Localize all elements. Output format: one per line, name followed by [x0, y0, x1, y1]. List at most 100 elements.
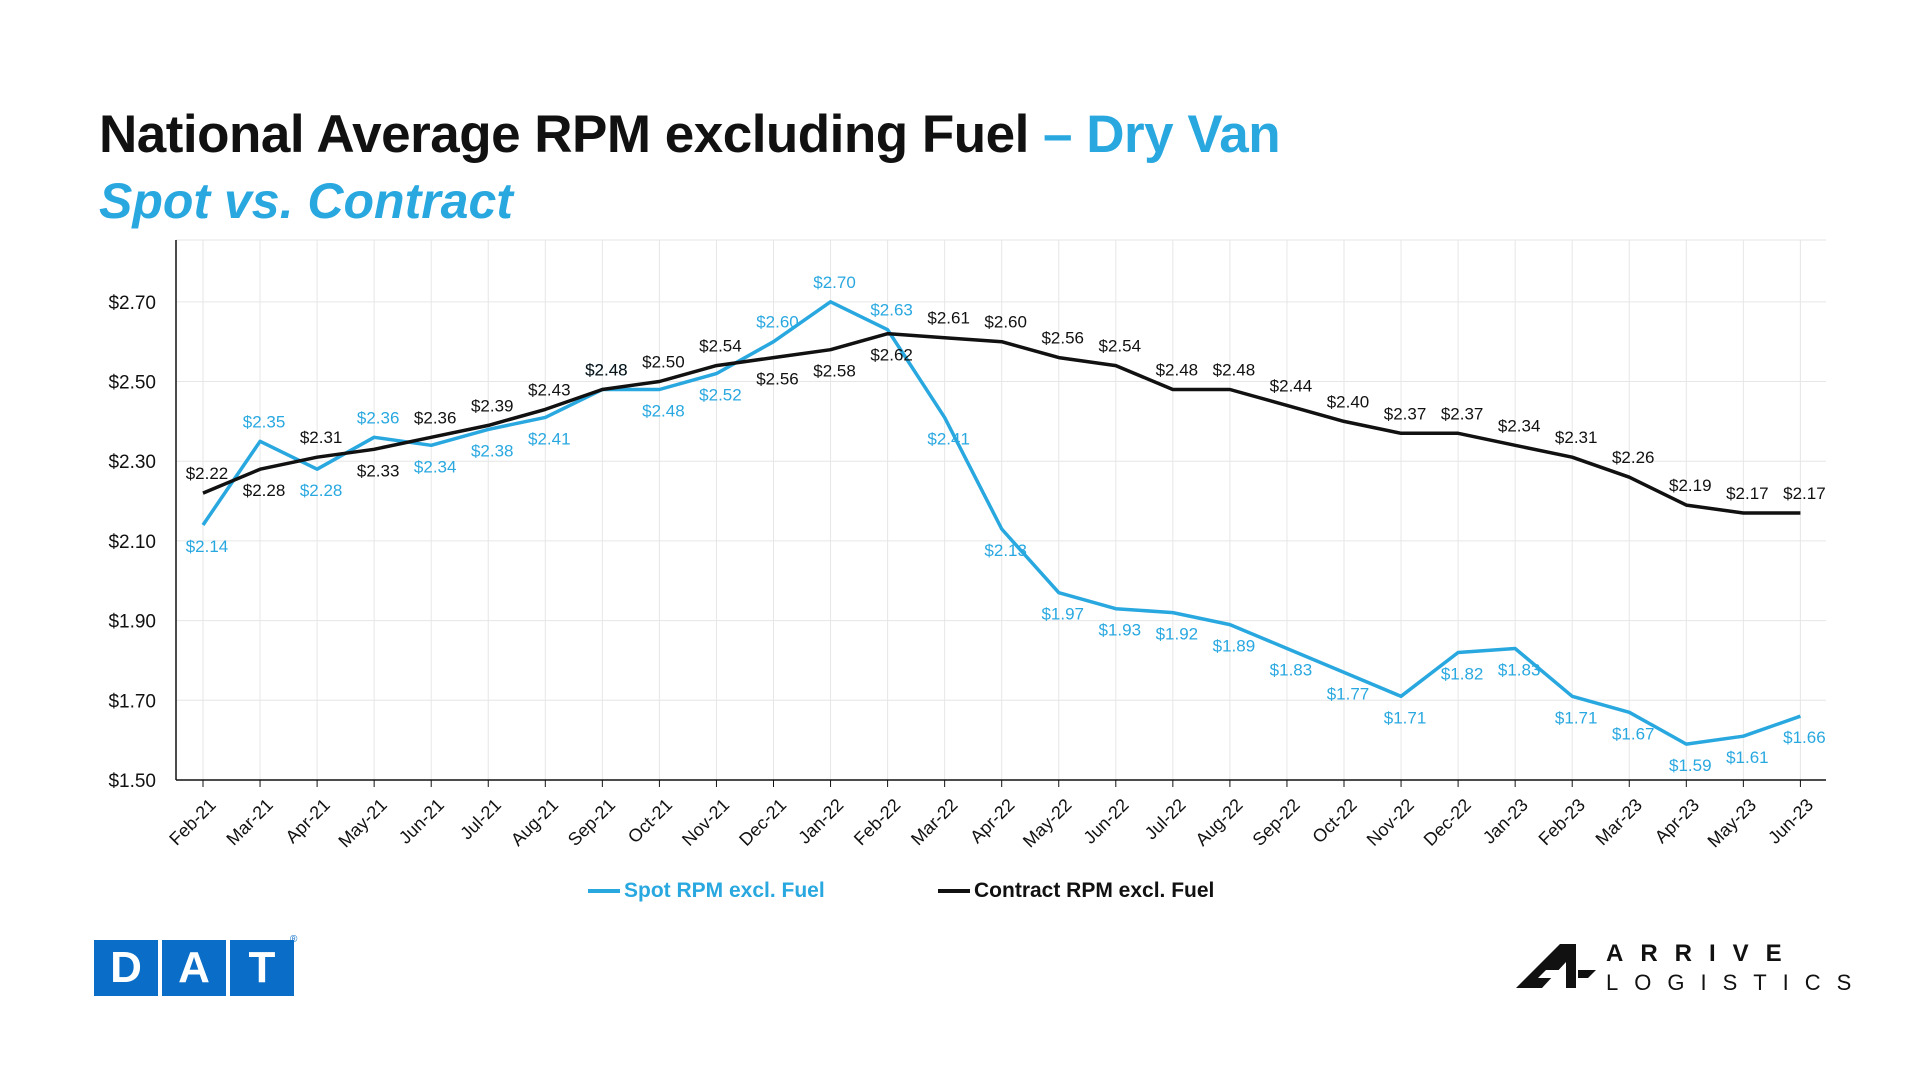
spot-data-label: $1.61 — [1726, 748, 1769, 767]
contract-data-label: $2.17 — [1726, 484, 1769, 503]
contract-data-label: $2.19 — [1669, 476, 1712, 495]
chart-title-main: National Average RPM excluding Fuel — [99, 105, 1029, 164]
x-tick-label: Nov-21 — [678, 795, 733, 850]
chart-title-accent: – Dry Van — [1028, 105, 1281, 164]
spot-data-label: $2.13 — [984, 541, 1027, 560]
spot-data-label: $2.48 — [642, 402, 685, 421]
x-tick-label: Apr-22 — [966, 795, 1018, 847]
contract-data-label: $2.28 — [243, 481, 286, 500]
contract-data-label: $2.36 — [414, 408, 457, 427]
contract-data-label: $2.17 — [1783, 484, 1826, 503]
x-tick-label: Apr-23 — [1651, 795, 1703, 847]
x-tick-label: Jan-22 — [794, 795, 847, 848]
x-tick-label: Dec-21 — [735, 795, 790, 850]
spot-data-label: $1.66 — [1783, 728, 1826, 747]
x-tick-label: May-21 — [334, 795, 391, 852]
contract-data-label: $2.34 — [1498, 416, 1541, 435]
dat-registered-mark: ® — [290, 934, 298, 945]
spot-data-label: $2.14 — [186, 537, 229, 556]
contract-series-line — [202, 331, 1801, 515]
spot-data-label: $2.38 — [471, 441, 514, 460]
data-labels: $2.14 $2.35 $2.28 $2.36 $2.34 $2.38 $2.41 $2.48… — [186, 273, 1826, 775]
spot-data-label: $1.83 — [1270, 661, 1313, 680]
x-tick-label: Sep-22 — [1249, 795, 1304, 850]
x-tick-label: Sep-21 — [564, 795, 619, 850]
contract-data-label: $2.54 — [699, 337, 742, 356]
spot-data-label: $2.63 — [870, 301, 913, 320]
spot-series-line — [201, 300, 1801, 746]
arrive-logo-icon — [1516, 944, 1596, 988]
contract-data-label: $2.61 — [927, 309, 970, 328]
spot-data-label: $2.28 — [300, 481, 343, 500]
gridlines — [176, 239, 1826, 780]
spot-data-label: $2.36 — [357, 408, 400, 427]
x-tick-label: Nov-22 — [1363, 795, 1418, 850]
legend-item-spot: Spot RPM excl. Fuel — [588, 878, 825, 904]
x-tick-label: Jul-22 — [1141, 795, 1190, 844]
contract-data-label: $2.54 — [1099, 337, 1142, 356]
x-tick-label: Jun-23 — [1764, 795, 1817, 848]
x-tick-label: Apr-21 — [282, 795, 334, 847]
series-lines — [201, 300, 1801, 746]
spot-data-label: $1.83 — [1498, 661, 1541, 680]
spot-data-label: $1.67 — [1612, 724, 1655, 743]
contract-data-label: $2.50 — [642, 353, 685, 372]
dat-logo-letter-a: A — [162, 940, 226, 996]
contract-data-label: $2.56 — [756, 370, 799, 389]
legend-swatch-spot — [588, 889, 620, 893]
chart-title: National Average RPM excluding Fuel – Dr… — [99, 104, 1281, 165]
x-tick-label: Feb-21 — [165, 795, 219, 849]
y-tick-label: $1.70 — [108, 691, 156, 712]
contract-data-label: $2.43 — [528, 380, 571, 399]
spot-data-label: $1.71 — [1384, 708, 1427, 727]
spot-data-label: $2.60 — [756, 313, 799, 332]
contract-data-label: $2.37 — [1441, 404, 1484, 423]
legend-item-contract: Contract RPM excl. Fuel — [938, 878, 1214, 904]
y-tick-label: $2.10 — [108, 532, 156, 553]
x-tick-label: Aug-22 — [1192, 795, 1247, 850]
x-tick-label: Mar-21 — [222, 795, 276, 849]
contract-data-label: $2.40 — [1327, 392, 1370, 411]
x-tick-label: Jun-21 — [395, 795, 448, 848]
y-tick-label: $1.50 — [108, 771, 156, 792]
legend-label-spot: Spot RPM excl. Fuel — [624, 879, 825, 902]
x-tick-label: Aug-21 — [507, 795, 562, 850]
spot-data-label: $1.71 — [1555, 708, 1598, 727]
spot-data-label: $1.82 — [1441, 664, 1484, 683]
contract-data-label: $2.48 — [1156, 361, 1199, 380]
contract-data-label: $2.26 — [1612, 448, 1655, 467]
y-tick-label: $2.50 — [108, 373, 156, 394]
arrive-logistics-logo: ARRIVE LOGISTICS — [1516, 940, 1851, 1000]
spot-data-label: $1.97 — [1041, 605, 1084, 624]
spot-data-label: $1.92 — [1156, 625, 1199, 644]
contract-data-label: $2.39 — [471, 396, 514, 415]
contract-data-label: $2.56 — [1041, 329, 1084, 348]
x-tick-label: May-23 — [1704, 795, 1761, 852]
spot-data-label: $2.41 — [528, 429, 571, 448]
dat-logo-letter-t: T — [230, 940, 294, 996]
arrive-logo-subtext: LOGISTICS — [1606, 970, 1868, 995]
contract-data-label: $2.31 — [300, 428, 343, 447]
axes: $1.50 $1.70 $1.90 $2.10 $2.30 $2.50 $2.70 Feb-2… — [108, 240, 1826, 851]
contract-data-label: $2.60 — [984, 313, 1027, 332]
spot-data-label: $2.70 — [813, 273, 856, 292]
dat-logo: D A T — [94, 940, 294, 996]
spot-data-label: $1.93 — [1099, 621, 1142, 640]
spot-data-label: $2.48 — [585, 361, 628, 380]
contract-data-label: $2.31 — [1555, 428, 1598, 447]
x-tick-label: May-22 — [1019, 795, 1076, 852]
contract-data-label: $2.62 — [870, 346, 913, 365]
x-tick-label: Jan-23 — [1479, 795, 1532, 848]
contract-data-label: $2.22 — [186, 464, 229, 483]
spot-data-label: $2.34 — [414, 457, 457, 476]
x-tick-label: Jun-22 — [1080, 795, 1133, 848]
contract-data-label: $2.48 — [1213, 361, 1256, 380]
x-tick-label: Dec-22 — [1420, 795, 1475, 850]
x-tick-label: Oct-22 — [1308, 795, 1360, 847]
spot-data-label: $2.41 — [927, 429, 970, 448]
contract-data-label: $2.37 — [1384, 404, 1427, 423]
contract-data-label: $2.48 — [585, 361, 628, 380]
spot-data-label: $1.77 — [1327, 684, 1370, 703]
x-tick-label: Jul-21 — [456, 795, 505, 844]
contract-data-label: $2.58 — [813, 362, 856, 381]
